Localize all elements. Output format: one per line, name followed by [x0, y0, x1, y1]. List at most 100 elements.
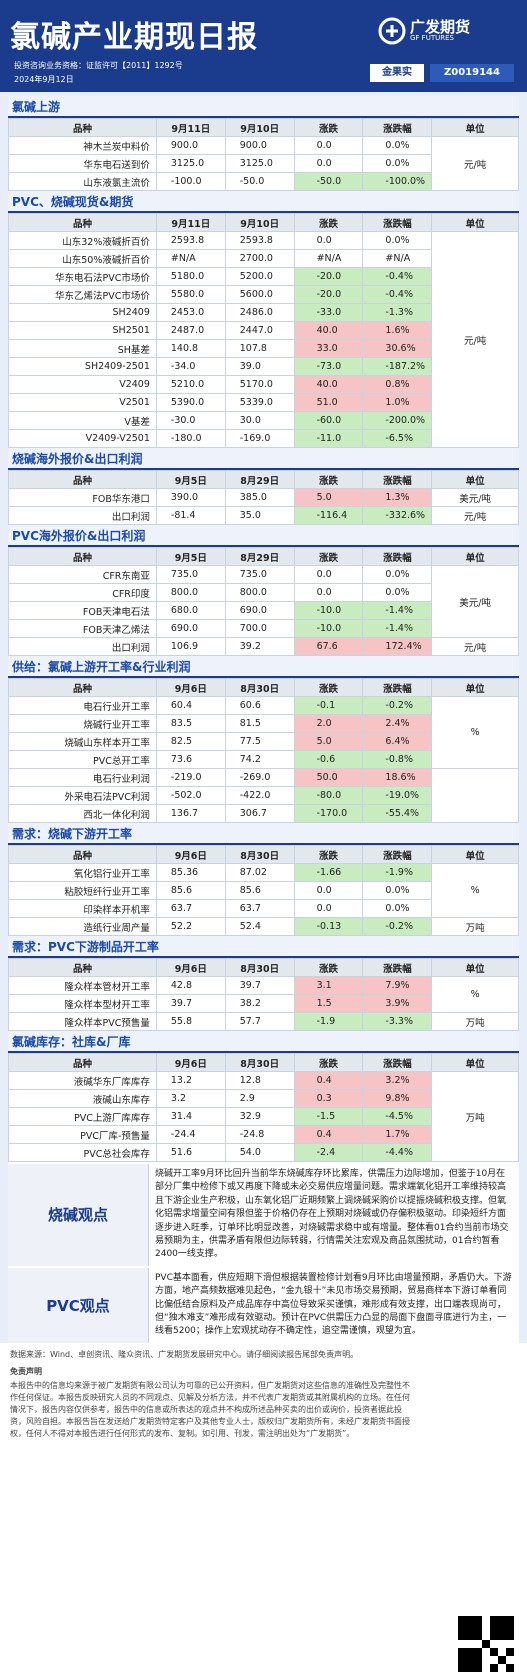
logo-icon	[378, 17, 406, 45]
unit-cell: 万吨	[431, 1071, 519, 1162]
data-row: 神木兰炭中料价 900.0 900.0 0.0 0.0% 元/吨	[8, 136, 519, 191]
item-name: V2409	[8, 375, 157, 394]
section-title: 需求：烧碱下游开工率	[8, 823, 519, 845]
value-cell: 385.0	[224, 488, 295, 507]
value-cell: 106.9	[155, 637, 226, 656]
value-cell: -24.8	[224, 1125, 295, 1144]
value-cell: 0.4	[293, 1071, 364, 1090]
value-cell: -422.0	[224, 786, 295, 805]
value-cell: 5390.0	[155, 393, 226, 412]
data-row: 出口利润 106.9 39.2 67.6 172.4% 元/吨	[8, 637, 519, 656]
value-cell: 52.4	[224, 917, 295, 936]
item-name: V2501	[8, 393, 157, 412]
certificate: Z0019144	[430, 64, 514, 82]
value-cell: 77.5	[224, 732, 295, 751]
data-row: 隆众样本管材开工率 42.8 39.7 3.1 7.9%%	[8, 976, 519, 1013]
item-name: 出口利润	[8, 637, 157, 656]
value-cell: -10.0	[293, 601, 364, 620]
column-header: 8月30日	[224, 958, 295, 977]
column-header: 8月30日	[224, 845, 295, 864]
column-header: 品种	[8, 547, 157, 566]
column-header: 9月10日	[224, 213, 295, 232]
author: 金果实	[370, 64, 424, 82]
value-cell: 3.2	[155, 1089, 226, 1108]
value-cell: 7.9%	[362, 976, 433, 995]
title: 氯碱产业期现日报	[10, 20, 258, 55]
data-row: 隆众样本型材开工率 39.7 38.2 1.5 3.9%	[8, 994, 519, 1013]
item-name: SH2409-2501	[8, 357, 157, 376]
data-row: SH2409 2453.0 2486.0 -33.0 -1.3%	[8, 303, 519, 322]
value-cell: -219.0	[155, 768, 226, 787]
column-header: 涨跌幅	[362, 470, 433, 489]
section: PVC、烧碱现货&期货 品种 9月11日 9月10日 涨跌 涨跌幅 单位 山东32%液碱折百价…	[8, 191, 519, 448]
value-cell: 2593.8	[224, 231, 295, 250]
opinion-text: PVC基本面看，供应短期下滑但根据装置检修计划看9月环比由增量预期，矛盾仍大。下…	[148, 1267, 519, 1343]
value-cell: 40.0	[293, 375, 364, 394]
unit-cell: 美元/吨	[431, 488, 519, 507]
data-table: 品种 9月5日 8月29日 涨跌 涨跌幅 单位 CFR东南亚 735.0 735.0 0.0 0.0…	[8, 547, 519, 656]
value-cell: 38.2	[224, 994, 295, 1013]
value-cell: 31.4	[155, 1107, 226, 1126]
data-row: 液碱山东库存 3.2 2.9 0.3 9.8%	[8, 1089, 519, 1108]
data-row: 造纸行业周产量 52.2 52.4 -0.13 -0.2% 万吨	[8, 917, 519, 936]
item-name: FOB天津乙烯法	[8, 619, 157, 638]
data-table: 品种 9月5日 8月29日 涨跌 涨跌幅 单位 FOB华东港口 390.0 385.0 5.0 1.…	[8, 470, 519, 525]
header-row: 品种 9月6日 8月30日 涨跌 涨跌幅 单位	[8, 958, 519, 977]
unit-cell: 万吨	[431, 917, 519, 936]
value-cell: -200.0%	[362, 411, 433, 430]
column-header: 涨跌幅	[362, 1053, 433, 1072]
unit-cell: 元/吨	[431, 136, 519, 191]
value-cell: 74.2	[224, 750, 295, 769]
section-title: 需求：PVC下游制品开工率	[8, 936, 519, 958]
value-cell: 3.1	[293, 976, 364, 995]
disclaimer: 本报告中的信息均来源于被广发期货有限公司认为可靠的已公开资料，但广发期货对这些信…	[10, 1380, 410, 1438]
value-cell: -50.0	[224, 172, 295, 191]
section-title: 氯碱库存：社库&厂库	[8, 1031, 519, 1053]
value-cell: 1.3%	[362, 488, 433, 507]
value-cell: 63.7	[224, 899, 295, 918]
item-name: 西北一体化利润	[8, 804, 157, 823]
value-cell: 136.7	[155, 804, 226, 823]
value-cell: 50.0	[293, 768, 364, 787]
value-cell: -10.0	[293, 619, 364, 638]
value-cell: 54.0	[224, 1143, 295, 1162]
value-cell: -1.3%	[362, 303, 433, 322]
value-cell: -60.0	[293, 411, 364, 430]
value-cell: -169.0	[224, 429, 295, 448]
value-cell: 0.0	[293, 565, 364, 584]
data-table: 品种 9月6日 8月30日 涨跌 涨跌幅 单位 电石行业开工率 60.4 60.6 -0.1 -0.…	[8, 678, 519, 823]
value-cell: 2447.0	[224, 321, 295, 340]
value-cell: 32.9	[224, 1107, 295, 1126]
value-cell: 5210.0	[155, 375, 226, 394]
data-table: 品种 9月6日 8月30日 涨跌 涨跌幅 单位 液碱华东厂库库存 13.2 12.8 0.4 3.2…	[8, 1053, 519, 1162]
data-row: 液碱华东厂库库存 13.2 12.8 0.4 3.2% 万吨	[8, 1071, 519, 1162]
item-name: SH2409	[8, 303, 157, 322]
item-name: PVC上游厂库库存	[8, 1107, 157, 1126]
value-cell: 3125.0	[155, 154, 226, 173]
data-row: SH基差 140.8 107.8 33.0 30.6%	[8, 339, 519, 358]
item-name: 山东50%液碱折百价	[8, 249, 157, 268]
value-cell: 0.0	[293, 881, 364, 900]
column-header: 品种	[8, 958, 157, 977]
value-cell: 60.4	[155, 696, 226, 715]
item-name: PVC厂库-预售量	[8, 1125, 157, 1144]
value-cell: 0.0%	[362, 231, 433, 250]
section-title: PVC海外报价&出口利润	[8, 525, 519, 547]
value-cell: -80.0	[293, 786, 364, 805]
value-cell: -33.0	[293, 303, 364, 322]
item-name: 电石行业利润	[8, 768, 157, 787]
column-header: 单位	[431, 958, 519, 977]
column-header: 9月6日	[155, 678, 226, 697]
item-name: V基差	[8, 411, 157, 430]
column-header: 8月29日	[224, 470, 295, 489]
disclaimer-title: 免责声明	[10, 1366, 42, 1376]
value-cell: 5170.0	[224, 375, 295, 394]
data-row: 电石行业利润 -219.0 -269.0 50.0 18.6%	[8, 768, 519, 823]
value-cell: -0.8%	[362, 750, 433, 769]
value-cell: -0.13	[293, 917, 364, 936]
item-name: 粘胶短纤行业开工率	[8, 881, 157, 900]
column-header: 9月10日	[224, 118, 295, 137]
value-cell: -24.4	[155, 1125, 226, 1144]
column-header: 9月6日	[155, 1053, 226, 1072]
value-cell: 700.0	[224, 619, 295, 638]
